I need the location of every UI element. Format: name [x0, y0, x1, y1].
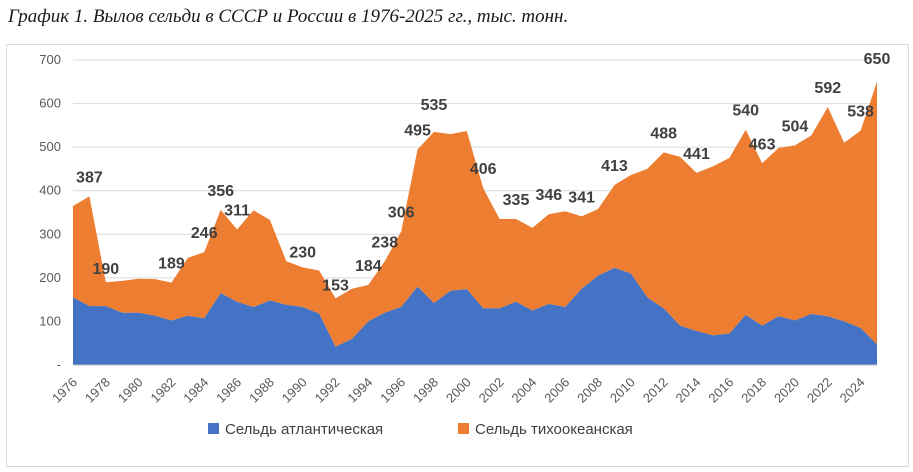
- data-label: 463: [749, 136, 776, 153]
- x-tick-label: 2002: [476, 375, 507, 406]
- x-tick-label: 1996: [377, 375, 408, 406]
- x-tick-label: 2008: [574, 375, 605, 406]
- data-label: 230: [289, 244, 316, 261]
- data-label: 190: [92, 261, 119, 278]
- x-tick-label: 1984: [180, 375, 211, 406]
- x-tick-label: 2006: [541, 375, 572, 406]
- data-label: 356: [207, 183, 234, 200]
- y-tick-label: 300: [39, 226, 61, 241]
- chart-frame: [6, 44, 909, 467]
- x-tick-label: 2022: [804, 375, 835, 406]
- data-label: 488: [650, 125, 677, 142]
- x-tick-label: 1976: [49, 375, 80, 406]
- chart-title: График 1. Вылов сельди в СССР и России в…: [8, 6, 569, 27]
- legend-label-pacific: Сельдь тихоокеанская: [475, 421, 633, 438]
- data-label: 650: [864, 51, 891, 68]
- x-tick-label: 1980: [115, 375, 146, 406]
- data-label: 441: [683, 146, 710, 163]
- data-label: 495: [404, 122, 431, 139]
- x-tick-label: 2014: [673, 375, 704, 406]
- x-tick-label: 2000: [443, 375, 474, 406]
- legend-swatch-atlantic: [208, 423, 219, 434]
- data-label: 341: [568, 189, 595, 206]
- x-tick-label: 2004: [508, 375, 539, 406]
- x-tick-label: 1998: [410, 375, 441, 406]
- data-label: 238: [371, 234, 398, 251]
- y-tick-label: 700: [39, 52, 61, 67]
- x-tick-label: 1990: [279, 375, 310, 406]
- x-tick-label: 2010: [607, 375, 638, 406]
- y-tick-label: 600: [39, 96, 61, 111]
- data-label: 413: [601, 158, 628, 175]
- x-tick-label: 2020: [771, 375, 802, 406]
- data-label: 184: [355, 258, 382, 275]
- y-tick-label: 100: [39, 313, 61, 328]
- data-label: 311: [224, 202, 250, 219]
- data-label: 406: [470, 161, 497, 178]
- y-tick-label: 500: [39, 139, 61, 154]
- x-tick-label: 1986: [213, 375, 244, 406]
- x-tick-label: 2018: [738, 375, 769, 406]
- data-label: 153: [322, 277, 349, 294]
- data-label: 335: [503, 192, 530, 209]
- x-tick-label: 1978: [82, 375, 113, 406]
- x-tick-label: 2024: [837, 375, 868, 406]
- x-tick-label: 1988: [246, 375, 277, 406]
- legend-swatch-pacific: [458, 423, 469, 434]
- series-area-atlantic-herring: [73, 267, 877, 365]
- y-tick-label: 200: [39, 270, 61, 285]
- data-label: 540: [732, 103, 759, 120]
- legend-label-atlantic: Сельдь атлантическая: [225, 421, 383, 438]
- x-tick-label: 1992: [312, 375, 343, 406]
- x-tick-label: 1982: [148, 375, 179, 406]
- data-label: 592: [814, 80, 841, 97]
- series-area-pacific-herring: [73, 81, 877, 347]
- data-label: 189: [158, 256, 185, 273]
- x-tick-label: 2012: [640, 375, 671, 406]
- data-label: 387: [76, 169, 103, 186]
- data-label: 246: [191, 225, 218, 242]
- y-tick-label: -: [57, 357, 61, 372]
- data-label: 535: [421, 97, 448, 114]
- y-tick-label: 400: [39, 183, 61, 198]
- x-tick-label: 1994: [344, 375, 375, 406]
- data-label: 306: [388, 205, 415, 222]
- x-tick-label: 2016: [705, 375, 736, 406]
- data-label: 538: [847, 104, 874, 121]
- data-label: 504: [782, 118, 809, 135]
- data-label: 346: [535, 187, 562, 204]
